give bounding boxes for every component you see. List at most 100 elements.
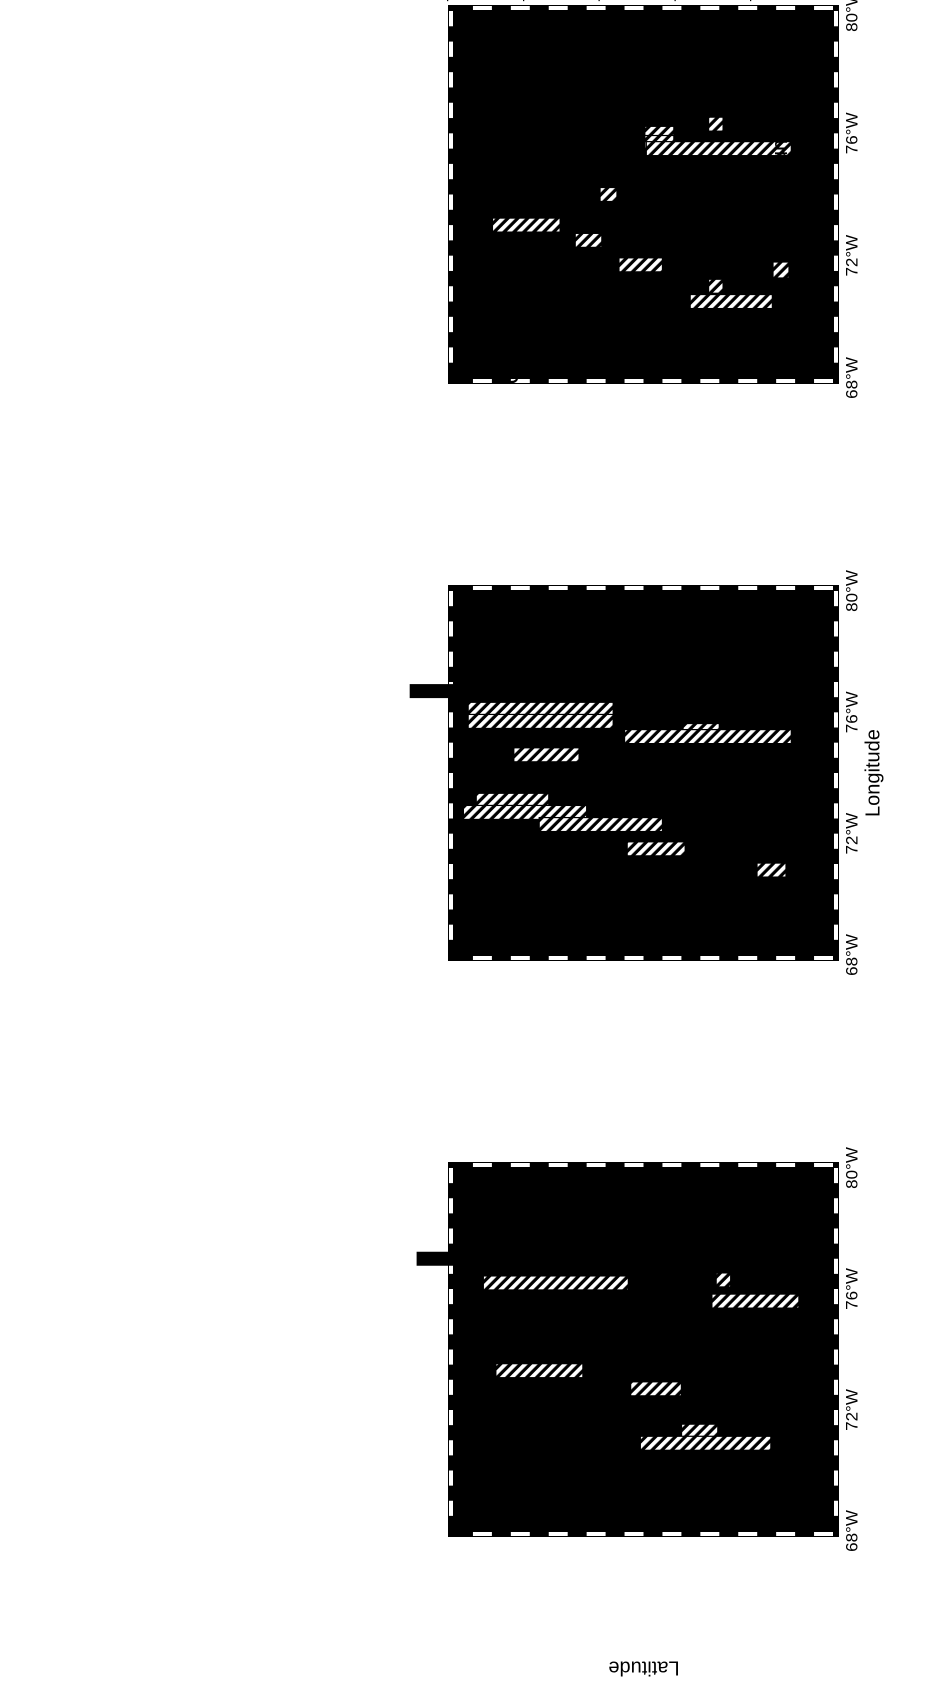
frame-segment [510,1532,530,1536]
bar-early-autumn [707,116,724,132]
bar-late-summer [619,211,712,226]
frame-segment [472,1163,492,1167]
bar-late-summer [689,309,724,324]
frame-segment [449,316,453,333]
frame-segment [834,11,838,27]
frame-segment [834,1500,838,1516]
bar-early-autumn [623,728,792,745]
bar-early-autumn [495,1363,584,1379]
frame-segment [624,1532,644,1536]
frame-segment [449,621,453,637]
scale-tick-label: 600 [494,341,524,384]
x-tick-label: 72°W [842,813,861,855]
frame-segment [776,1163,796,1167]
frame-segment [834,773,838,789]
frame-segment [548,1163,568,1167]
frame-segment [662,1163,682,1167]
frame-segment [662,379,682,383]
frame-segment [624,6,644,10]
legend-label-early: Early autumn [767,120,792,250]
frame-segment [449,225,453,241]
frame-segment [586,586,606,590]
x-axis-title: Longitude [862,729,884,817]
frame-segment [738,379,758,383]
frame-segment [700,956,720,960]
frame-segment [834,1228,838,1244]
frame-segment [472,586,492,590]
frame-segment [700,379,720,383]
frame-segment [814,956,833,960]
scale-tick-label: 200 [494,148,524,191]
scale-tick-label: 0 [494,1219,524,1233]
frame-segment [548,6,568,10]
x-tick-label: 72°W [842,1389,861,1431]
frame-segment [834,924,838,940]
bar-early-autumn [618,257,664,273]
bar-early-autumn [707,278,724,294]
frame-segment [834,682,838,698]
frame-segment [548,379,568,383]
frame-segment [586,1532,606,1536]
bar-late-summer [615,1448,703,1463]
frame-segment [449,1470,453,1486]
frame-segment [449,591,453,607]
frame-segment [834,316,838,333]
frame-segment [834,1410,838,1426]
frame-segment [449,1379,453,1395]
map-frame-inner [453,590,834,956]
y-tick-label: 75°N [747,0,766,2]
frame-segment [449,347,453,363]
frame-segment [449,1258,453,1274]
scale-tick-label: 0 [494,66,524,80]
frame-segment [834,712,838,728]
bar-late-summer [713,202,792,217]
bar-late-summer [557,772,595,787]
frame-segment [449,924,453,940]
frame-segment [834,163,838,180]
frame-segment [834,225,838,241]
frame-segment [586,6,606,10]
frame-segment [449,72,453,88]
frame-segment [834,1379,838,1395]
frame-segment [449,1440,453,1456]
scale-tick-label: 35 [494,889,524,918]
frame-segment [834,864,838,880]
x-tick-label: 80°W [842,570,861,612]
frame-segment [449,1168,453,1184]
frame-segment [700,1163,720,1167]
frame-segment [834,591,838,607]
x-tick-label: 72°W [842,235,861,277]
frame-segment [510,956,530,960]
bar-early-autumn [689,293,773,310]
frame-segment [624,1163,644,1167]
frame-segment [700,6,720,10]
bar-early-autumn [711,1293,800,1309]
map-panel-C: 80°W76°W72°W68°WC: Urea4035302520151050m… [416,1147,861,1552]
frame-segment [834,194,838,210]
frame-segment [776,956,796,960]
frame-segment [834,133,838,149]
bar-late-summer [536,793,718,808]
frame-segment [834,1198,838,1214]
frame-segment [814,1532,833,1536]
frame-segment [834,742,838,758]
legend-label-late: Late summer [791,122,816,250]
frame-segment [510,1163,530,1167]
x-tick-label: 76°W [842,112,861,154]
frame-segment [662,586,682,590]
frame-segment [449,1500,453,1516]
frame-segment [776,379,796,383]
legend-swatch-early [772,261,790,279]
frame-segment [738,1163,758,1167]
bar-late-summer [666,178,682,193]
scale-tick-label: 35 [494,1465,524,1494]
frame-segment [449,194,453,210]
frame-segment [814,1163,833,1167]
frame-segment [738,586,758,590]
frame-segment [449,894,453,910]
bar-early-autumn [599,186,618,203]
legend-swatch-late [797,262,813,278]
frame-segment [814,6,833,10]
